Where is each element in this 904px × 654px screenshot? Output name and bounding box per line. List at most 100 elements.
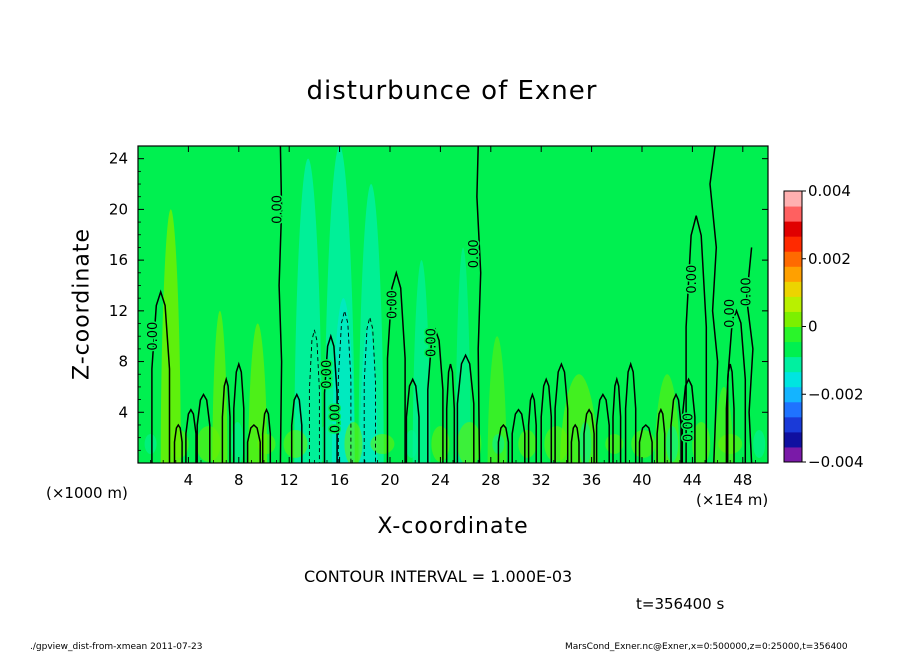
- colorbar-segment: [784, 221, 802, 237]
- field-plume-10: [487, 336, 507, 463]
- colorbar-segment: [784, 236, 802, 252]
- x-tick-label: 12: [280, 471, 299, 489]
- contour-interval-text: CONTOUR INTERVAL = 1.000E-03: [304, 567, 573, 586]
- contour-lobe-small: [261, 407, 272, 463]
- contour-lobe: [685, 215, 708, 463]
- contour-lobe-small: [246, 423, 261, 463]
- x-tick-label: 32: [532, 471, 551, 489]
- colorbar-segment: [784, 401, 802, 418]
- contour-label: 0.00: [681, 413, 696, 442]
- colorbar-tick-label: 0: [808, 318, 818, 336]
- x-tick-label: 28: [481, 471, 500, 489]
- x-tick-label: 40: [632, 471, 651, 489]
- colorbar-segment: [784, 266, 802, 282]
- contour-lobe-small: [583, 408, 595, 463]
- contour-lobe-small: [185, 408, 197, 463]
- y-tick-label: 12: [109, 302, 128, 320]
- contour-label: 0.00: [739, 277, 754, 306]
- colorbar-tick-label: −0.004: [808, 453, 864, 471]
- colorbar-segment: [784, 191, 802, 207]
- contour-label: 0.00: [467, 239, 482, 268]
- contour-label: 0.00: [424, 328, 439, 357]
- contour-lobe-small: [540, 377, 553, 463]
- field-plume-0: [160, 209, 181, 463]
- colorbar-segment: [784, 296, 802, 312]
- contour-lobe-small: [624, 361, 637, 463]
- y-tick-label: 4: [118, 403, 128, 421]
- contour-lobe: [323, 333, 338, 463]
- contour-lobe-small: [638, 423, 653, 463]
- colorbar-tick-label: −0.002: [808, 385, 864, 403]
- contour-lobe-small: [445, 363, 456, 463]
- footer-left: ./gpview_dist-from-xmean 2011-07-23: [30, 642, 203, 652]
- contour-zero-line: [709, 146, 719, 463]
- contour-lobe-small: [570, 423, 580, 463]
- x-multiplier-note: (×1E4 m): [696, 491, 769, 509]
- y-tick-label: 8: [118, 353, 128, 371]
- field-patch-18: [666, 425, 679, 462]
- colorbar-tick-label: 0.002: [808, 250, 851, 268]
- contour-lobe-small: [196, 392, 211, 463]
- field-patch-17: [631, 429, 656, 458]
- contour-zero-line: [745, 247, 754, 463]
- footer-right: MarsCond_Exner.nc@Exner,x=0:500000,z=0:2…: [565, 642, 848, 652]
- colorbar-segment: [784, 431, 802, 448]
- field-plume-8: [412, 260, 431, 463]
- contour-lobe-small: [173, 423, 183, 463]
- x-tick-label: 4: [184, 471, 194, 489]
- field-plume-1: [212, 310, 228, 463]
- colorbar-segment: [784, 371, 802, 388]
- colorbar-segment: [784, 386, 802, 403]
- contour-label: 0.00: [329, 404, 344, 433]
- contour-lobe-small: [511, 408, 526, 463]
- contour-lobe-small: [405, 377, 420, 463]
- colorbar: 0.004 0.002 0 −0.002 −0.004: [783, 182, 864, 471]
- field-patch-14: [544, 425, 569, 462]
- contour-lobe: [456, 353, 475, 463]
- contour-zero-line: [278, 146, 283, 463]
- x-tick-label: 8: [234, 471, 244, 489]
- time-text: t=356400 s: [636, 595, 725, 613]
- colorbar-tick-label: 0.004: [808, 182, 851, 200]
- contour-label: 0.00: [723, 299, 738, 328]
- x-tick-label: 24: [431, 471, 450, 489]
- contour-lobe-small: [612, 376, 622, 463]
- contour-label: 0.00: [271, 195, 286, 224]
- colorbar-segment: [784, 251, 802, 267]
- contour-lobe-small: [221, 376, 231, 463]
- contour-lobe-negative: [308, 329, 320, 463]
- chart-title: disturbunce of Exner: [306, 76, 598, 106]
- contour-lobe-small: [656, 407, 666, 463]
- x-axis-label: X-coordinate: [377, 514, 529, 539]
- field-patch-15: [579, 421, 592, 463]
- contour-lobe: [151, 289, 171, 463]
- field-patch-0: [144, 433, 157, 454]
- contour-lobe-small: [670, 392, 682, 463]
- field-plume-3: [294, 158, 322, 463]
- contour-lobe-small: [595, 392, 610, 463]
- field-patch-8: [370, 433, 395, 454]
- contour-label: 0.00: [685, 265, 700, 294]
- x-tick-label: 20: [380, 471, 399, 489]
- colorbar-segment: [784, 326, 802, 343]
- contour-layer: 0.000.000.000.000.000.000.000.000.000.00…: [144, 146, 756, 463]
- field-patch-21: [753, 429, 766, 458]
- field-layer: [138, 146, 768, 463]
- colorbar-segment: [784, 206, 802, 222]
- contour-lobe-small: [497, 423, 510, 463]
- contour-label: 0.00: [385, 290, 400, 319]
- field-patch-20: [718, 433, 743, 454]
- colorbar-segment: [784, 281, 802, 297]
- field-plume-2: [248, 323, 268, 463]
- y-tick-label: 16: [109, 251, 128, 269]
- y-axis-label: Z-coordinate: [69, 228, 95, 380]
- contour-label: 0.00: [320, 360, 335, 389]
- contour-lobe-negative: [363, 317, 376, 463]
- field-patch-11: [457, 421, 482, 463]
- colorbar-segment: [784, 446, 802, 463]
- y-tick-label: 20: [109, 200, 128, 218]
- x-tick-label: 48: [733, 471, 752, 489]
- field-plume-7: [359, 323, 378, 463]
